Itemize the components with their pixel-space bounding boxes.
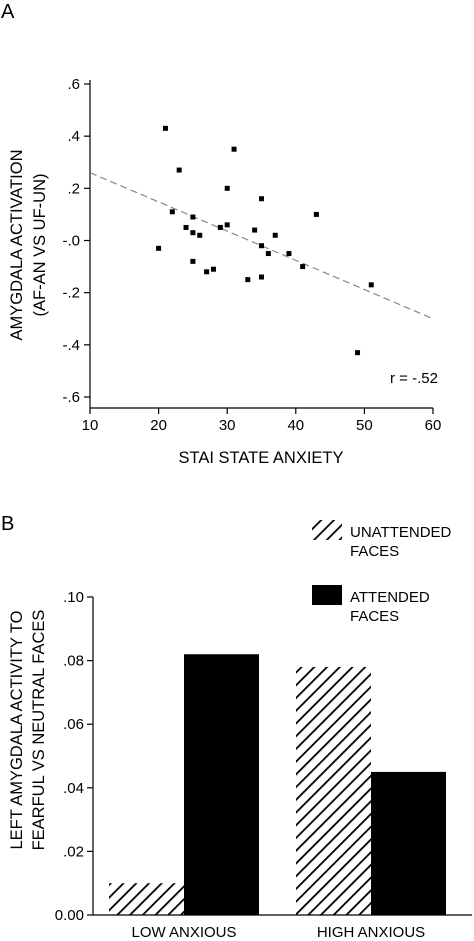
bar-y-axis-title-line2: FEARFUL VS NEUTRAL FACES (30, 610, 48, 851)
scatter-point (224, 222, 230, 228)
scatter-point (259, 196, 264, 202)
scatter-point (272, 232, 278, 238)
scatter-point (204, 269, 210, 275)
scatter-y-axis-title-line2: (AF-AN VS UF-UN) (31, 174, 49, 317)
scatter-axes (89, 80, 433, 409)
scatter-point (313, 211, 319, 217)
scatter-y-axis-title-line1: AMYGDALA ACTIVATION (8, 149, 26, 340)
bar-y-tick-label: .08 (63, 653, 84, 670)
scatter-point (183, 224, 189, 230)
bar-unattended-low (109, 883, 184, 915)
correlation-annotation: r = -.52 (390, 370, 438, 387)
panel-label-a: A (1, 1, 15, 23)
bar-panel: B UNATTENDED FACES ATTENDED FACES .10 .08… (1, 513, 472, 941)
bar-legend: UNATTENDED FACES ATTENDED FACES (312, 520, 452, 625)
scatter-y-tick-label: -.6 (62, 389, 80, 406)
bar-category-label: LOW ANXIOUS (131, 924, 236, 941)
bar-y-tick-label: .04 (63, 780, 84, 797)
scatter-y-tick-label: .2 (67, 180, 80, 197)
scatter-point (300, 264, 306, 270)
bar-y-ticks: .10 .08 .06 .04 .02 0.00 (55, 589, 93, 924)
scatter-y-tick-label: .4 (67, 128, 80, 145)
scatter-point (245, 277, 251, 283)
scatter-point (156, 245, 162, 251)
scatter-point (169, 209, 175, 215)
legend-label-unattended-line2: FACES (350, 543, 399, 560)
scatter-x-tick-label: 60 (425, 417, 442, 434)
scatter-point (224, 185, 230, 191)
bar-unattended-high (296, 666, 371, 915)
scatter-point (190, 230, 196, 236)
bar-attended-high (371, 771, 446, 915)
bar-y-tick-label: .02 (63, 843, 84, 860)
scatter-point (197, 232, 203, 238)
bar-y-tick-label: 0.00 (55, 907, 84, 924)
bars (109, 654, 446, 915)
legend-label-unattended-line1: UNATTENDED (350, 524, 452, 541)
scatter-x-tick-label: 30 (219, 417, 236, 434)
scatter-x-ticks: 10 20 30 40 50 60 (82, 408, 442, 434)
scatter-point (190, 214, 196, 220)
bar-category-labels: LOW ANXIOUS HIGH ANXIOUS (131, 924, 425, 941)
scatter-point (190, 258, 196, 264)
legend-swatch-attended (312, 585, 342, 605)
bar-attended-low (184, 654, 259, 915)
scatter-x-tick-label: 50 (356, 417, 373, 434)
scatter-y-ticks: .6 .4 .2 -.0 -.2 -.4 -.6 (62, 76, 90, 406)
scatter-x-axis-title: STAI STATE ANXIETY (178, 449, 343, 467)
scatter-y-tick-label: .6 (67, 76, 80, 93)
scatter-panel: A .6 .4 .2 -.0 -.2 -.4 -.6 10 20 30 40 50 60 r = -.… (1, 1, 441, 467)
scatter-points (156, 125, 374, 356)
bar-y-axis-title-line1: LEFT AMYGDALA ACTIVITY TO (8, 610, 26, 849)
scatter-point (265, 251, 271, 257)
scatter-point (368, 282, 374, 288)
legend-label-attended-line1: ATTENDED (350, 589, 430, 606)
legend-swatch-unattended (312, 520, 342, 540)
scatter-point (355, 350, 361, 356)
scatter-x-tick-label: 20 (150, 417, 167, 434)
regression-line (89, 172, 434, 320)
scatter-y-tick-label: -.2 (62, 285, 80, 302)
bar-category-label: HIGH ANXIOUS (317, 924, 425, 941)
scatter-point (210, 266, 216, 272)
scatter-x-tick-label: 10 (82, 417, 99, 434)
scatter-point (217, 224, 223, 230)
bar-y-tick-label: .10 (63, 589, 84, 606)
scatter-y-tick-label: -.4 (62, 337, 80, 354)
scatter-point (162, 125, 168, 131)
bar-axes (92, 597, 472, 916)
scatter-point (231, 146, 237, 152)
scatter-point (252, 227, 258, 233)
scatter-point (176, 167, 182, 173)
scatter-point (259, 243, 264, 249)
panel-label-b: B (1, 513, 14, 535)
scatter-point (286, 251, 292, 257)
scatter-x-tick-label: 40 (287, 417, 304, 434)
scatter-y-tick-label: -.0 (62, 233, 80, 250)
legend-label-attended-line2: FACES (350, 608, 399, 625)
bar-y-tick-label: .06 (63, 716, 84, 733)
scatter-point (259, 274, 264, 280)
